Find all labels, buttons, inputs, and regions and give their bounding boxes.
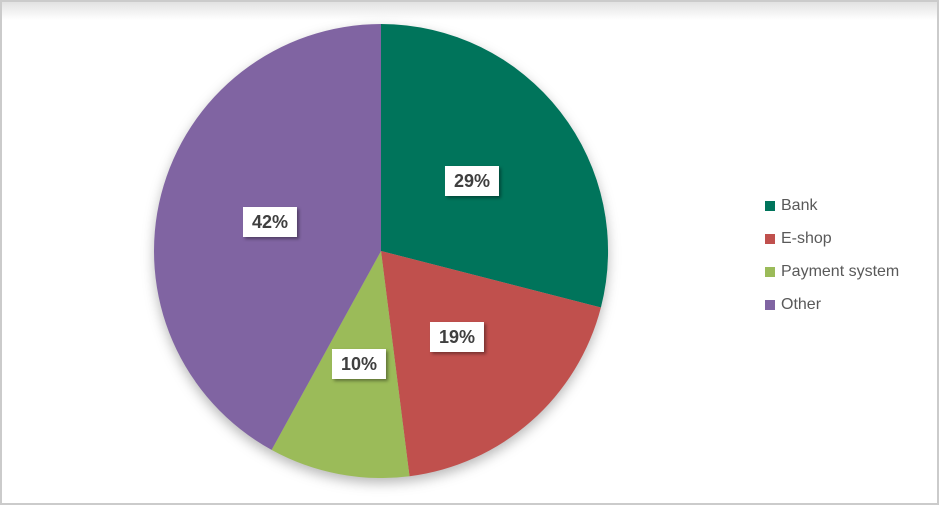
legend-label-payment-system: Payment system — [781, 262, 900, 280]
legend-label-e-shop: E-shop — [781, 229, 832, 247]
legend-label-other: Other — [781, 295, 822, 313]
pie-slice-bank[interactable] — [381, 23, 609, 308]
pie-slice-e-shop[interactable] — [381, 251, 601, 477]
legend-label-bank: Bank — [781, 196, 818, 214]
pie-slices — [153, 23, 609, 478]
chart-legend: Bank E-shop Payment system Other — [765, 189, 899, 321]
legend-swatch-other — [765, 299, 775, 310]
legend-swatch-payment-system — [765, 266, 775, 277]
legend-swatch-bank — [765, 200, 775, 211]
legend-item-payment-system[interactable]: Payment system — [765, 255, 899, 288]
legend-item-other[interactable]: Other — [765, 288, 899, 321]
legend-item-e-shop[interactable]: E-shop — [765, 222, 899, 255]
legend-item-bank[interactable]: Bank — [765, 189, 899, 222]
legend-swatch-e-shop — [765, 233, 775, 244]
